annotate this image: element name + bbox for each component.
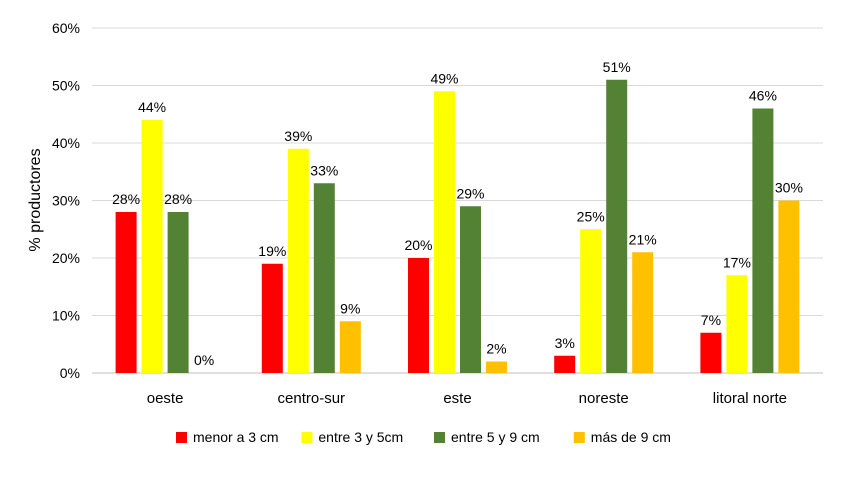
data-label: 39% [284, 128, 312, 144]
data-label: 29% [456, 185, 484, 201]
bar-litoral-norte-3 [778, 200, 800, 373]
y-tick-label: 0% [60, 365, 80, 381]
data-label: 17% [723, 254, 751, 270]
bars [115, 79, 800, 373]
bar-este-3 [486, 361, 507, 373]
bar-oeste-2 [167, 212, 189, 373]
data-label: 33% [310, 162, 338, 178]
data-label: 51% [603, 59, 631, 75]
category-label: centro-sur [278, 390, 346, 407]
category-label: litoral norte [713, 390, 787, 407]
category-label: este [443, 390, 471, 407]
bar-centro-sur-0 [261, 263, 283, 373]
legend-entry: más de 9 cm [591, 429, 671, 445]
legend: menor a 3 cm entre 3 y 5cm entre 5 y 9 cm m… [176, 429, 671, 445]
bar-este-2 [460, 206, 481, 373]
legend-entry: menor a 3 cm [193, 429, 279, 445]
y-axis-label: % productores [27, 148, 44, 251]
data-label: 30% [775, 180, 803, 196]
data-label: 19% [258, 243, 286, 259]
legend-swatch [301, 432, 313, 443]
data-label: 28% [112, 191, 140, 207]
bar-noreste-3 [632, 252, 654, 373]
y-axis-ticks: 0% 10% 20% 30% 40% 50% 60% [52, 20, 80, 381]
y-tick-label: 20% [52, 250, 80, 266]
gridlines [92, 27, 823, 374]
bar-oeste-0 [115, 212, 137, 373]
data-label: 49% [430, 70, 458, 86]
y-tick-label: 50% [52, 78, 80, 94]
bar-este-0 [408, 258, 429, 373]
bar-noreste-1 [580, 229, 602, 373]
legend-swatch [176, 432, 187, 443]
bar-noreste-0 [554, 355, 576, 373]
data-label: 46% [749, 88, 777, 104]
data-label: 7% [701, 312, 721, 328]
bar-centro-sur-2 [313, 183, 335, 373]
y-tick-label: 10% [52, 308, 80, 324]
data-label: 25% [577, 208, 605, 224]
bar-litoral-norte-0 [700, 332, 722, 373]
category-label: oeste [147, 390, 184, 407]
bar-litoral-norte-2 [752, 108, 774, 373]
data-label: 0% [194, 352, 214, 368]
data-label: 44% [138, 99, 166, 115]
data-label: 28% [164, 191, 192, 207]
y-tick-label: 60% [52, 20, 80, 36]
legend-entry: entre 3 y 5cm [318, 429, 403, 445]
bar-centro-sur-1 [287, 148, 309, 373]
legend-swatch [434, 432, 445, 443]
x-axis-categories: oeste centro-sur este noreste litoral norte [147, 390, 787, 407]
legend-entry: entre 5 y 9 cm [451, 429, 540, 445]
data-label: 20% [404, 237, 432, 253]
data-label: 21% [629, 231, 657, 247]
bar-este-1 [434, 91, 455, 373]
data-label: 9% [340, 300, 360, 316]
legend-swatch [573, 432, 585, 443]
bar-centro-sur-3 [339, 321, 361, 373]
data-labels: 28% 44% 28% 0% 19% 39% 33% 9% 20% 49% 29% 2% 3% 25% 51… [112, 59, 803, 368]
data-label: 2% [486, 341, 506, 357]
y-tick-label: 30% [52, 193, 80, 209]
y-tick-label: 40% [52, 135, 80, 151]
bar-litoral-norte-1 [726, 275, 748, 373]
bar-oeste-1 [141, 120, 163, 373]
category-label: noreste [579, 390, 629, 407]
data-label: 3% [555, 335, 575, 351]
bar-noreste-2 [606, 79, 628, 373]
